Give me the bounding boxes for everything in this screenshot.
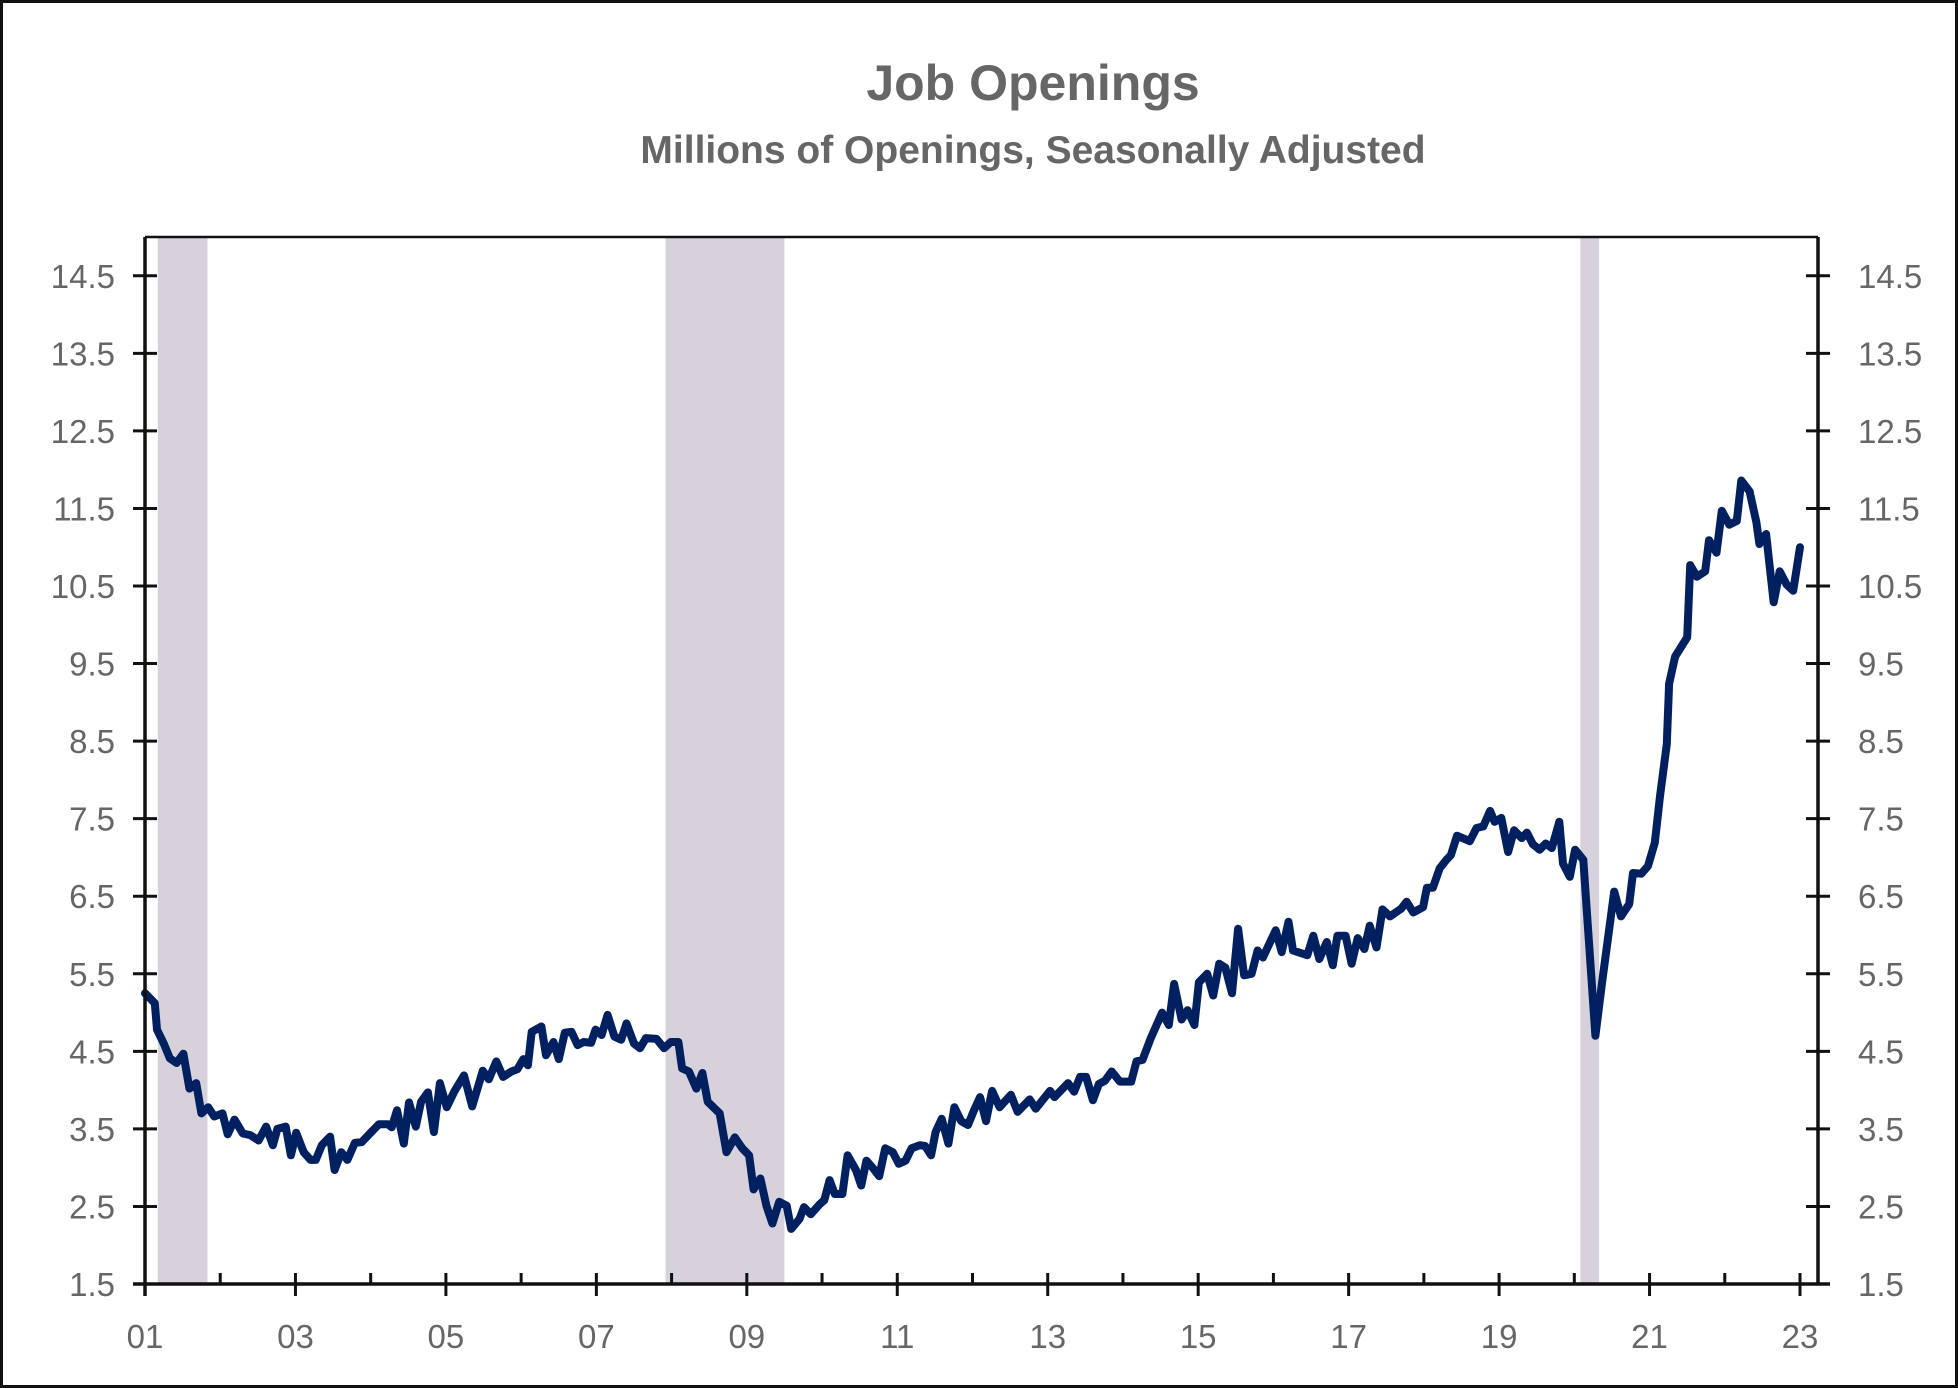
y-tick-label-right: 5.5 (1858, 956, 1904, 993)
y-tick-label-right: 8.5 (1858, 723, 1904, 760)
axes: 1.5 1.5 2.5 2.5 3.5 3.5 4.5 4.5 5.5 5.5 6.5 6.5 7.5 7… (51, 235, 1922, 1355)
x-tick-label: 17 (1330, 1318, 1367, 1355)
y-tick-label-right: 9.5 (1858, 646, 1904, 683)
x-tick-label: 01 (127, 1318, 164, 1355)
y-tick-label-left: 7.5 (69, 801, 115, 838)
x-tick-label: 23 (1782, 1318, 1819, 1355)
y-tick-label-right: 7.5 (1858, 801, 1904, 838)
y-tick-label-right: 6.5 (1858, 878, 1904, 915)
x-tick-label: 21 (1631, 1318, 1668, 1355)
x-tick-label: 07 (578, 1318, 615, 1355)
x-tick-label: 11 (880, 1318, 914, 1355)
y-tick-label-right: 3.5 (1858, 1111, 1904, 1148)
y-tick-label-left: 1.5 (69, 1266, 115, 1303)
recession-band (1580, 237, 1600, 1284)
recession-shading (157, 237, 1600, 1284)
y-tick-label-left: 14.5 (51, 258, 115, 295)
y-tick-label-right: 10.5 (1858, 568, 1922, 605)
y-tick-label-left: 11.5 (53, 490, 115, 527)
y-tick-label-left: 4.5 (69, 1033, 115, 1070)
x-tick-label: 13 (1029, 1318, 1066, 1355)
y-tick-label-left: 3.5 (69, 1111, 115, 1148)
y-tick-label-right: 11.5 (1858, 490, 1920, 527)
x-tick-label: 15 (1180, 1318, 1217, 1355)
series-layer (141, 476, 1804, 1233)
y-tick-label-right: 14.5 (1858, 258, 1922, 295)
job-openings-chart: Job Openings Millions of Openings, Seaso… (51, 55, 1922, 1355)
y-tick-label-left: 12.5 (51, 413, 115, 450)
x-tick-label: 05 (428, 1318, 465, 1355)
y-tick-label-right: 4.5 (1858, 1033, 1904, 1070)
y-tick-label-left: 2.5 (69, 1188, 115, 1225)
y-tick-label-left: 10.5 (51, 568, 115, 605)
y-tick-label-right: 13.5 (1858, 335, 1922, 372)
y-tick-label-right: 12.5 (1858, 413, 1922, 450)
recession-band (665, 237, 785, 1284)
recession-band (157, 237, 208, 1284)
y-tick-label-left: 5.5 (69, 956, 115, 993)
chart-subtitle: Millions of Openings, Seasonally Adjuste… (640, 129, 1425, 172)
x-tick-label: 03 (277, 1318, 314, 1355)
y-tick-label-left: 6.5 (69, 878, 115, 915)
y-tick-label-left: 13.5 (51, 335, 115, 372)
series-line-job-openings (141, 476, 1804, 1233)
y-tick-label-left: 9.5 (69, 646, 115, 683)
y-tick-label-left: 8.5 (69, 723, 115, 760)
x-tick-label: 09 (728, 1318, 765, 1355)
y-tick-label-right: 1.5 (1858, 1266, 1904, 1303)
x-tick-label: 19 (1481, 1318, 1518, 1355)
chart-title: Job Openings (866, 55, 1199, 111)
y-tick-label-right: 2.5 (1858, 1188, 1904, 1225)
